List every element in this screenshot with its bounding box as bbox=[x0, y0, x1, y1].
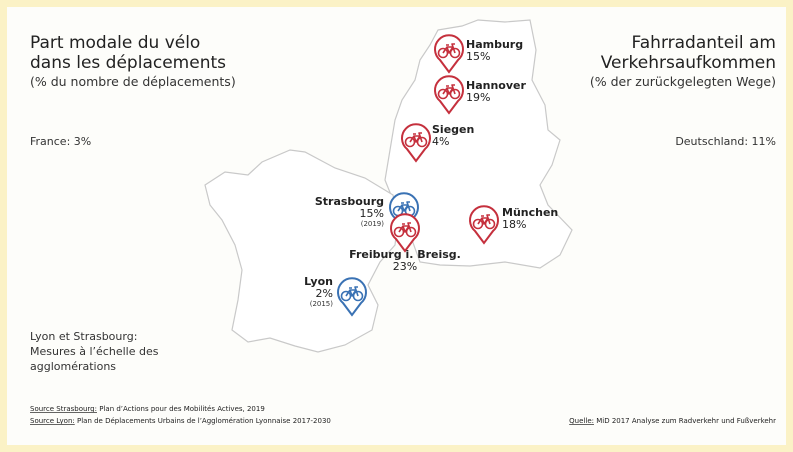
note: Mesures à l’échelle des bbox=[30, 345, 159, 358]
pin bbox=[434, 34, 464, 74]
total: Deutschland: 11% bbox=[675, 135, 776, 148]
title: dans les déplacements bbox=[30, 53, 226, 73]
pin bbox=[434, 75, 464, 115]
germany-outline bbox=[384, 19, 573, 269]
city-share: 23% bbox=[393, 260, 417, 273]
bike-frame bbox=[477, 214, 491, 225]
source: Source Lyon: Plan de Déplacements Urbain… bbox=[30, 417, 331, 425]
bike-wheel bbox=[393, 226, 405, 238]
source-text: MiD 2017 Analyse zum Radverkehr und Fußv… bbox=[596, 417, 776, 425]
subtitle: (% du nombre de déplacements) bbox=[30, 74, 236, 89]
title: Fahrradanteil am bbox=[632, 33, 776, 53]
bike-frame bbox=[409, 132, 423, 143]
city-share: 19% bbox=[466, 91, 490, 104]
city-share: 15% bbox=[466, 50, 490, 63]
bike-wheel bbox=[404, 136, 416, 148]
bike-frame bbox=[345, 286, 359, 297]
city-share: 2% bbox=[316, 287, 333, 300]
note: Lyon et Strasbourg: bbox=[30, 330, 137, 343]
pin bbox=[337, 277, 367, 317]
city-share: 15% bbox=[360, 207, 384, 220]
city-name: München bbox=[502, 206, 558, 219]
city-name: Hannover bbox=[466, 79, 526, 92]
city-year: (2015) bbox=[310, 300, 334, 308]
bike-wheel bbox=[416, 136, 428, 148]
city-name: Lyon bbox=[304, 275, 333, 288]
bike-frame bbox=[442, 84, 456, 95]
city-share: 4% bbox=[432, 135, 449, 148]
city-name: Strasbourg bbox=[315, 195, 384, 208]
source-label: Source Strasbourg: bbox=[30, 405, 97, 413]
source-label: Source Lyon: bbox=[30, 417, 75, 425]
bike-wheel bbox=[352, 290, 364, 302]
city-name: Hamburg bbox=[466, 38, 523, 51]
bike-wheel bbox=[340, 290, 352, 302]
source-label: Quelle: bbox=[569, 417, 594, 425]
total: France: 3% bbox=[30, 135, 91, 148]
bike-wheel bbox=[484, 218, 496, 230]
source-text: Plan de Déplacements Urbains de l’Agglom… bbox=[77, 417, 331, 425]
pin bbox=[390, 213, 420, 253]
pin bbox=[401, 123, 431, 163]
source: Source Strasbourg: Plan d’Actions pour d… bbox=[30, 405, 265, 413]
title: Part modale du vélo bbox=[30, 33, 200, 53]
note: agglomérations bbox=[30, 360, 116, 373]
bike-wheel bbox=[405, 226, 417, 238]
city-name: Freiburg i. Breisg. bbox=[349, 248, 461, 261]
subtitle: (% der zurückgelegten Wege) bbox=[590, 74, 776, 89]
pin bbox=[469, 205, 499, 245]
source: Quelle: MiD 2017 Analyse zum Radverkehr … bbox=[569, 417, 776, 425]
city-year: (2019) bbox=[361, 220, 385, 228]
pin bbox=[389, 192, 419, 232]
bike-wheel bbox=[449, 47, 461, 59]
city-name: Siegen bbox=[432, 123, 474, 136]
bike-frame bbox=[397, 201, 411, 212]
source-text: Plan d’Actions pour des Mobilités Active… bbox=[99, 405, 265, 413]
bike-wheel bbox=[437, 47, 449, 59]
bike-frame bbox=[442, 43, 456, 54]
bike-frame bbox=[398, 222, 412, 233]
bike-wheel bbox=[449, 88, 461, 100]
bike-wheel bbox=[437, 88, 449, 100]
title: Verkehrsaufkommen bbox=[601, 53, 776, 73]
bike-wheel bbox=[472, 218, 484, 230]
city-share: 18% bbox=[502, 218, 526, 231]
